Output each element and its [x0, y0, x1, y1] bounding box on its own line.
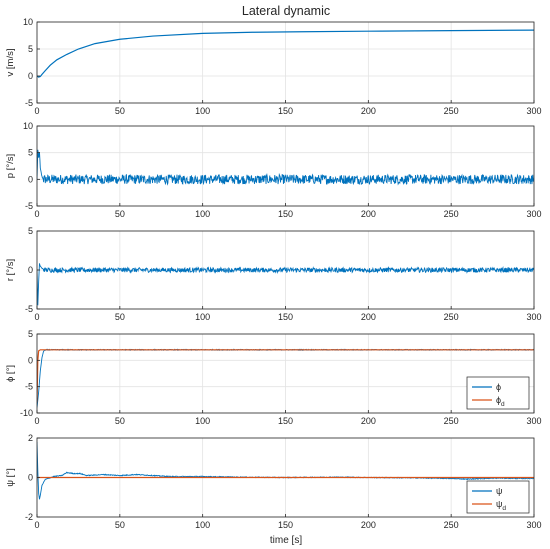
x-tick-label: 50: [115, 209, 125, 219]
legend: ϕ ϕd: [466, 376, 530, 410]
x-tick-label: 200: [361, 209, 376, 219]
x-axis-label: time [s]: [270, 535, 302, 546]
x-tick-label: 150: [278, 106, 293, 116]
x-tick-label: 300: [526, 416, 541, 426]
x-tick-label: 0: [34, 209, 39, 219]
x-tick-label: 150: [278, 312, 293, 322]
y-tick-label: 0: [28, 473, 33, 483]
legend-box: [466, 480, 530, 514]
y-axis-label: p [°/s]: [5, 154, 16, 178]
y-axis-label: r [°/s]: [5, 259, 16, 281]
x-tick-label: 150: [278, 520, 293, 530]
x-tick-label: 200: [361, 416, 376, 426]
legend-entry: ϕd: [496, 395, 505, 408]
x-tick-label: 300: [526, 312, 541, 322]
y-tick-label: 10: [23, 121, 33, 131]
x-tick-label: 50: [115, 312, 125, 322]
y-axis-label: v [m/s]: [5, 49, 16, 77]
series-1-line: [37, 149, 534, 186]
x-tick-label: 200: [361, 312, 376, 322]
x-tick-label: 100: [195, 106, 210, 116]
y-tick-label: -5: [25, 304, 33, 314]
x-tick-label: 0: [34, 520, 39, 530]
y-tick-label: -5: [25, 98, 33, 108]
y-tick-label: 0: [28, 265, 33, 275]
x-tick-label: 200: [361, 106, 376, 116]
x-tick-label: 0: [34, 416, 39, 426]
y-tick-label: 10: [23, 17, 33, 27]
x-tick-label: 300: [526, 106, 541, 116]
legend-entry: ψ: [496, 486, 502, 496]
series-1-line: [37, 29, 534, 78]
x-tick-label: 100: [195, 209, 210, 219]
y-tick-label: 5: [28, 226, 33, 236]
x-tick-label: 250: [444, 520, 459, 530]
x-tick-label: 150: [278, 209, 293, 219]
x-tick-label: 300: [526, 520, 541, 530]
x-tick-label: 200: [361, 520, 376, 530]
y-tick-label: 0: [28, 355, 33, 365]
x-tick-label: 150: [278, 416, 293, 426]
x-tick-label: 0: [34, 106, 39, 116]
x-tick-label: 250: [444, 209, 459, 219]
subplot-4: 0 50 100 150 200 250 300 -10 -5 0 5 ϕ [°] ϕ ϕd: [5, 329, 542, 426]
x-tick-label: 50: [115, 520, 125, 530]
y-tick-label: 0: [28, 174, 33, 184]
y-tick-label: 0: [28, 71, 33, 81]
x-tick-label: 100: [195, 416, 210, 426]
figure-title: Lateral dynamic: [242, 4, 330, 18]
y-axis-label: ϕ [°]: [5, 365, 16, 382]
y-tick-label: 5: [28, 44, 33, 54]
x-tick-label: 250: [444, 416, 459, 426]
legend-entry: ψd: [496, 499, 506, 512]
x-tick-label: 250: [444, 312, 459, 322]
y-tick-label: -10: [20, 408, 33, 418]
y-tick-label: 2: [28, 433, 33, 443]
legend: ψ ψd: [466, 480, 530, 514]
y-axis-label: ψ [°]: [5, 468, 16, 487]
legend-entry: ϕ: [496, 382, 501, 392]
x-tick-label: 0: [34, 312, 39, 322]
x-tick-label: 300: [526, 209, 541, 219]
x-tick-label: 100: [195, 312, 210, 322]
y-tick-label: 5: [28, 148, 33, 158]
y-tick-label: -2: [25, 512, 33, 522]
series-1-line: [37, 263, 534, 306]
y-tick-label: -5: [25, 201, 33, 211]
x-tick-label: 50: [115, 106, 125, 116]
legend-box: [466, 376, 530, 410]
x-tick-label: 50: [115, 416, 125, 426]
x-tick-label: 250: [444, 106, 459, 116]
x-tick-label: 100: [195, 520, 210, 530]
y-tick-label: -5: [25, 382, 33, 392]
y-tick-label: 5: [28, 329, 33, 339]
series-2-line: [37, 349, 534, 403]
